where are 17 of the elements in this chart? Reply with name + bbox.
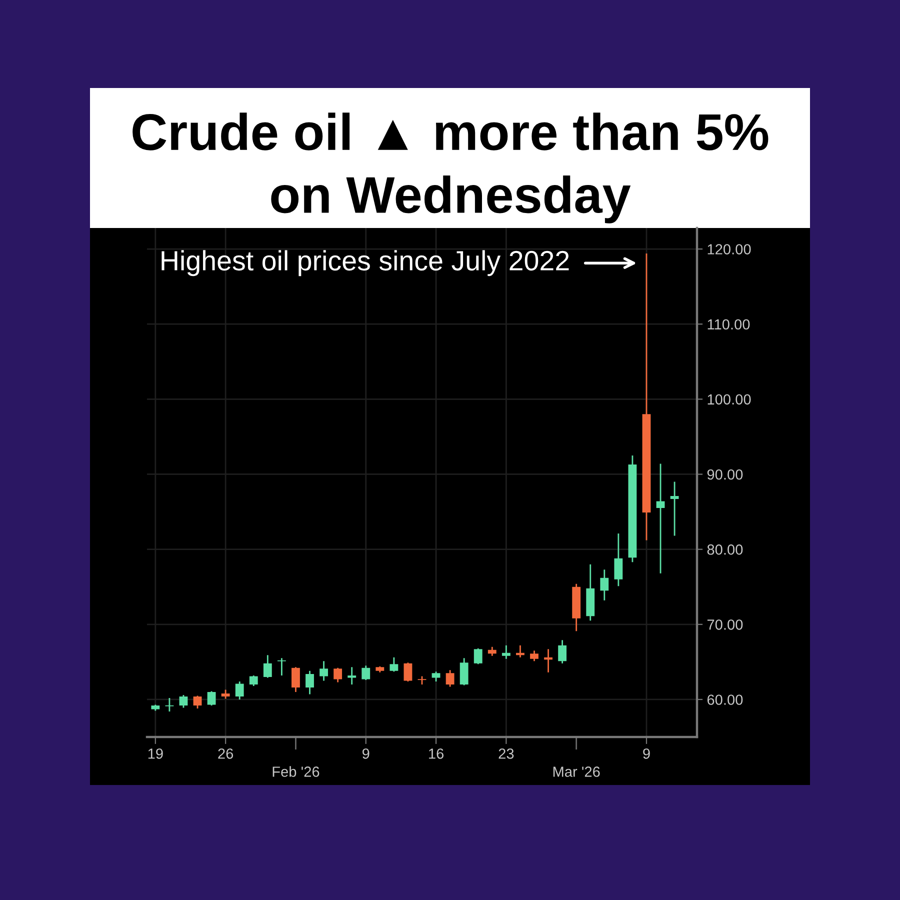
x-tick-label: 23 bbox=[498, 748, 514, 759]
y-tick-label: 70.00 bbox=[707, 619, 743, 630]
x-tick-label: 9 bbox=[362, 748, 370, 759]
x-tick-label: 9 bbox=[643, 748, 650, 759]
x-tick-label: 16 bbox=[429, 748, 444, 759]
y-tick-label: 80.00 bbox=[707, 544, 743, 555]
y-tick-label: 90.00 bbox=[707, 469, 743, 480]
y-tick-label: 100.00 bbox=[708, 394, 751, 405]
annotation: Highest oil prices since July 2022 bbox=[162, 250, 569, 276]
y-tick-label: 110.00 bbox=[708, 319, 750, 330]
x-tick-label: Feb '26 bbox=[272, 766, 320, 777]
x-tick-label: Mar '26 bbox=[553, 766, 600, 777]
chart-title: Crude oil ▲ more than 5% on Wednesday bbox=[132, 112, 768, 224]
x-tick-label: 19 bbox=[148, 748, 163, 759]
x-tick-label: 26 bbox=[218, 748, 234, 759]
y-tick-label: 60.00 bbox=[707, 694, 743, 705]
y-tick-label: 120.00 bbox=[708, 244, 751, 254]
